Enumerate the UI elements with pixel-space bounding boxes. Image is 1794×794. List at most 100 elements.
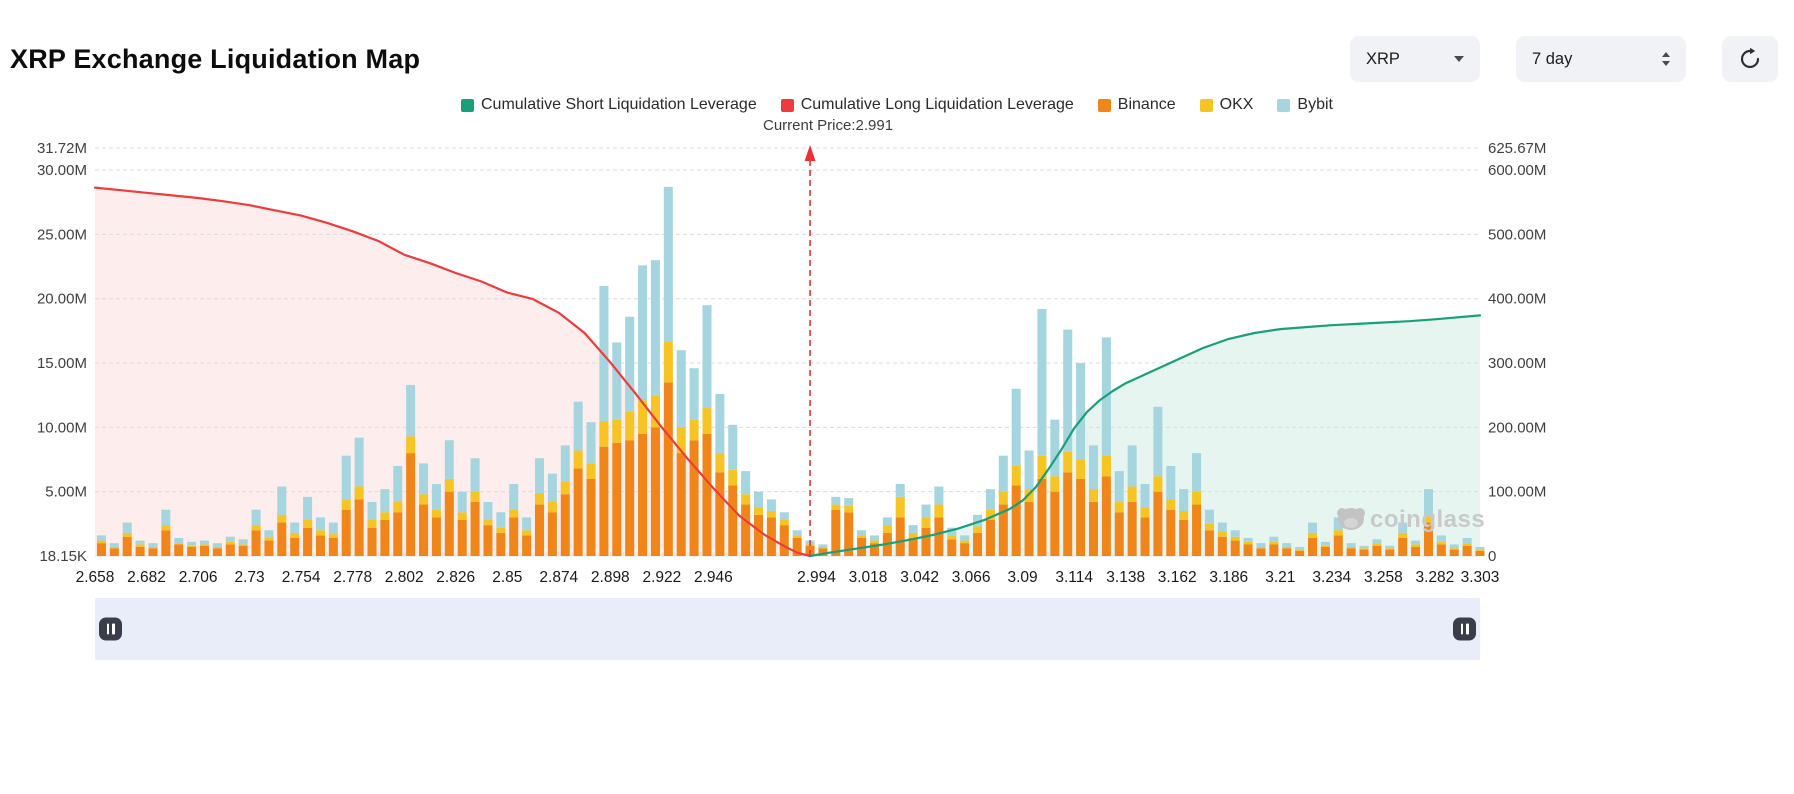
bar-bybit[interactable] [934,486,944,505]
bar-bybit[interactable] [908,525,918,533]
bar-bybit[interactable] [496,512,506,528]
bar-bybit[interactable] [702,305,712,409]
bar-bybit[interactable] [844,498,854,506]
bar-bybit[interactable] [534,458,544,493]
bar-bybit[interactable] [238,539,248,545]
bar-bybit[interactable] [212,543,222,547]
bar-binance[interactable] [328,537,338,556]
bar-binance[interactable] [1449,549,1459,556]
bar-binance[interactable] [985,519,995,556]
bar-binance[interactable] [1153,491,1163,556]
bar-bybit[interactable] [1282,543,1292,547]
bar-okx[interactable] [1436,541,1446,545]
bar-binance[interactable] [934,517,944,556]
bar-okx[interactable] [754,507,764,515]
bar-bybit[interactable] [1449,544,1459,549]
bar-binance[interactable] [1346,548,1356,556]
bar-binance[interactable] [1140,517,1150,556]
bar-binance[interactable] [1243,544,1253,556]
bar-bybit[interactable] [921,504,931,518]
bar-okx[interactable] [1449,548,1459,550]
bar-okx[interactable] [1192,491,1202,505]
bar-okx[interactable] [522,530,532,536]
bar-binance[interactable] [766,517,776,556]
bar-binance[interactable] [1114,512,1124,556]
bar-okx[interactable] [857,535,867,538]
bar-okx[interactable] [947,535,957,540]
bar-binance[interactable] [1282,548,1292,556]
bar-okx[interactable] [779,519,789,526]
bar-okx[interactable] [895,496,905,518]
navigator-handle-right[interactable] [1453,617,1476,641]
bar-binance[interactable] [1101,476,1111,556]
bar-binance[interactable] [779,525,789,556]
bar-binance[interactable] [612,442,622,556]
bar-binance[interactable] [457,519,467,556]
bar-binance[interactable] [1411,547,1421,556]
bar-binance[interactable] [689,440,699,556]
bar-bybit[interactable] [1037,309,1047,456]
bar-okx[interactable] [290,532,300,538]
bar-binance[interactable] [1256,548,1266,556]
bar-binance[interactable] [895,517,905,556]
bar-okx[interactable] [200,544,210,546]
bar-binance[interactable] [1462,545,1472,556]
bar-binance[interactable] [638,433,648,556]
bar-bybit[interactable] [663,186,673,342]
bar-binance[interactable] [599,446,609,556]
bar-okx[interactable] [882,525,892,533]
bar-okx[interactable] [586,463,596,479]
bar-bybit[interactable] [277,486,287,515]
bar-okx[interactable] [1411,544,1421,547]
bar-bybit[interactable] [715,393,725,454]
bar-binance[interactable] [483,525,493,556]
bar-bybit[interactable] [1333,517,1343,531]
bar-okx[interactable] [1295,549,1305,551]
bar-bybit[interactable] [560,445,570,482]
bar-okx[interactable] [741,494,751,505]
bar-okx[interactable] [406,436,416,454]
bar-bybit[interactable] [483,501,493,520]
bar-bybit[interactable] [612,342,622,420]
bar-bybit[interactable] [1204,509,1214,524]
bar-binance[interactable] [135,547,145,556]
bar-okx[interactable] [676,427,686,454]
bar-bybit[interactable] [187,541,197,546]
bar-binance[interactable] [625,440,635,556]
bar-bybit[interactable] [1217,522,1227,532]
bar-okx[interactable] [1385,548,1395,550]
bar-binance[interactable] [947,539,957,556]
bar-okx[interactable] [663,341,673,383]
bar-binance[interactable] [818,548,828,556]
bar-okx[interactable] [960,540,970,544]
bar-binance[interactable] [547,512,557,556]
bar-binance[interactable] [109,548,119,556]
bar-okx[interactable] [135,544,145,547]
bar-binance[interactable] [534,504,544,556]
bar-okx[interactable] [1050,476,1060,492]
bar-bybit[interactable] [818,544,828,547]
bar-okx[interactable] [1230,536,1240,541]
legend-item-bybit[interactable]: Bybit [1277,96,1333,114]
bar-bybit[interactable] [509,483,519,510]
bar-okx[interactable] [599,420,609,447]
bar-bybit[interactable] [315,517,325,531]
bar-binance[interactable] [1076,478,1086,556]
bar-binance[interactable] [419,504,429,556]
bar-okx[interactable] [1063,451,1073,473]
bar-okx[interactable] [818,547,828,549]
bar-binance[interactable] [1204,530,1214,556]
bar-okx[interactable] [625,411,635,441]
bar-binance[interactable] [431,517,441,556]
bar-bybit[interactable] [1398,522,1408,533]
bar-binance[interactable] [122,536,132,556]
bar-bybit[interactable] [122,522,132,533]
bar-okx[interactable] [1153,476,1163,492]
bar-bybit[interactable] [779,512,789,520]
bar-okx[interactable] [689,419,699,441]
bar-bybit[interactable] [895,483,905,497]
bars-layer[interactable] [96,186,1485,556]
bar-binance[interactable] [676,453,686,556]
bar-bybit[interactable] [148,543,158,547]
bar-bybit[interactable] [857,530,867,536]
